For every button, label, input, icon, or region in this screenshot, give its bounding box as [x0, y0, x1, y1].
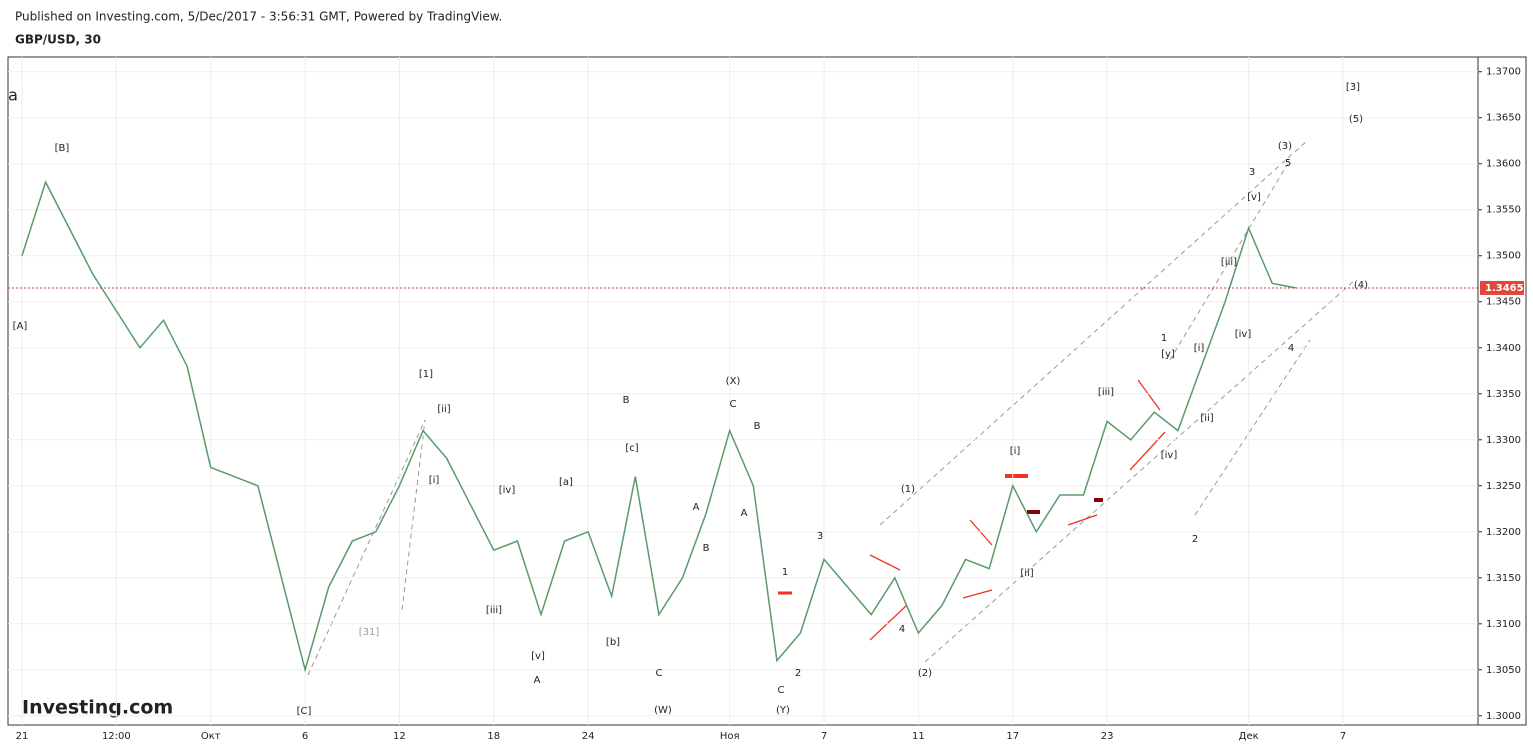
x-tick-label: 24 — [582, 731, 595, 742]
x-tick-label: 17 — [1006, 731, 1019, 742]
y-tick-label: 1.3250 — [1486, 481, 1521, 492]
wave-label: (Y) — [776, 705, 790, 716]
y-tick-label: 1.3500 — [1486, 251, 1521, 262]
wave-label: [b] — [606, 637, 620, 648]
y-tick-label: 1.3150 — [1486, 573, 1521, 584]
wave-marks — [778, 379, 1166, 641]
x-tick-label: Ноя — [720, 731, 740, 742]
wave-label: (5) — [1349, 114, 1363, 125]
x-tick-label: Дек — [1239, 731, 1259, 742]
wave-label: 1 — [1161, 333, 1167, 344]
y-tick-label: 1.3300 — [1486, 435, 1521, 446]
y-tick-label: 1.3700 — [1486, 67, 1521, 78]
wave-label: [iii] — [1098, 387, 1114, 398]
wave-label: [iv] — [499, 485, 516, 496]
wave-label: [iii] — [486, 605, 502, 616]
x-tick-label: 18 — [487, 731, 500, 742]
wave-label: [v] — [1247, 192, 1261, 203]
y-tick-label: 1.3600 — [1486, 159, 1521, 170]
wave-label: [31] — [359, 627, 380, 638]
wave-label: 1 — [782, 567, 788, 578]
wave-label: [1] — [419, 369, 433, 380]
wave-label: (3) — [1278, 141, 1292, 152]
y-tick-label: 1.3650 — [1486, 113, 1521, 124]
last-price-label: 1.3465 — [1485, 283, 1524, 294]
wave-label: C — [656, 668, 663, 679]
wave-label: (2) — [918, 668, 932, 679]
wave-label: 2 — [1192, 534, 1198, 545]
x-tick-label: 12 — [393, 731, 406, 742]
wave-label: (4) — [1354, 280, 1368, 291]
wave-label: [ii] — [1200, 413, 1213, 424]
wave-label: [iv] — [1161, 450, 1178, 461]
axis-frame — [1477, 56, 1527, 726]
y-tick-label: 1.3200 — [1486, 527, 1521, 538]
wave-label: 3 — [817, 531, 823, 542]
wave-label: C — [730, 399, 737, 410]
wave-label: (1) — [901, 484, 915, 495]
x-tick-label: Окт — [201, 731, 221, 742]
x-tick-label: 6 — [302, 731, 308, 742]
wave-label: [B] — [55, 143, 70, 154]
wave-label: [A] — [13, 321, 28, 332]
x-tick-label: 7 — [821, 731, 827, 742]
wave-label: [C] — [297, 706, 312, 717]
wave-label: [3] — [1346, 82, 1360, 93]
wave-label: C — [778, 685, 785, 696]
wave-label: B — [703, 543, 710, 554]
logo: Investing.com — [22, 697, 173, 719]
subtitle: Published on Investing.com, 5/Dec/2017 -… — [15, 10, 502, 24]
wave-label: 4 — [899, 624, 905, 635]
chart-title: GBP/USD, 30 — [15, 33, 101, 47]
wave-label: [i] — [1194, 343, 1205, 354]
y-tick-label: 1.3000 — [1486, 711, 1521, 722]
wave-label: 3 — [1249, 167, 1255, 178]
wave-label: A — [741, 508, 748, 519]
wave-label: [iv] — [1235, 329, 1252, 340]
wave-label: [i] — [1010, 446, 1021, 457]
wave-label: a — [8, 86, 18, 105]
price-line — [21, 180, 1296, 673]
x-tick-label: 11 — [912, 731, 925, 742]
channel-lines — [307, 139, 1356, 676]
wave-label: [i] — [429, 475, 440, 486]
wave-label: [v] — [531, 651, 545, 662]
wave-label: 4 — [1288, 343, 1294, 354]
wave-label: [ii] — [1020, 568, 1033, 579]
wave-label: B — [623, 395, 630, 406]
y-tick-label: 1.3050 — [1486, 665, 1521, 676]
wave-label: A — [693, 502, 700, 513]
x-tick-label: 12:00 — [102, 731, 131, 742]
wave-label: B — [754, 421, 761, 432]
x-tick-label: 23 — [1101, 731, 1114, 742]
wave-label: 5 — [1285, 158, 1291, 169]
wave-label: [ii] — [437, 404, 450, 415]
last-price-tag — [1480, 280, 1524, 295]
wave-label: [c] — [625, 443, 638, 454]
plot-frame — [7, 56, 1479, 726]
y-tick-label: 1.3550 — [1486, 205, 1521, 216]
x-tick-label: 7 — [1340, 731, 1346, 742]
wave-label: [y] — [1161, 349, 1175, 360]
wave-label: [a] — [559, 477, 573, 488]
wave-label: [iii] — [1221, 257, 1237, 268]
y-tick-label: 1.3100 — [1486, 619, 1521, 630]
wave-label: A — [534, 675, 541, 686]
wave-label: (X) — [726, 376, 741, 387]
y-tick-label: 1.3400 — [1486, 343, 1521, 354]
y-tick-label: 1.3450 — [1486, 297, 1521, 308]
y-tick-label: 1.3350 — [1486, 389, 1521, 400]
x-tick-label: 21 — [16, 731, 29, 742]
wave-label: (W) — [654, 705, 672, 716]
wave-label: 2 — [795, 668, 801, 679]
